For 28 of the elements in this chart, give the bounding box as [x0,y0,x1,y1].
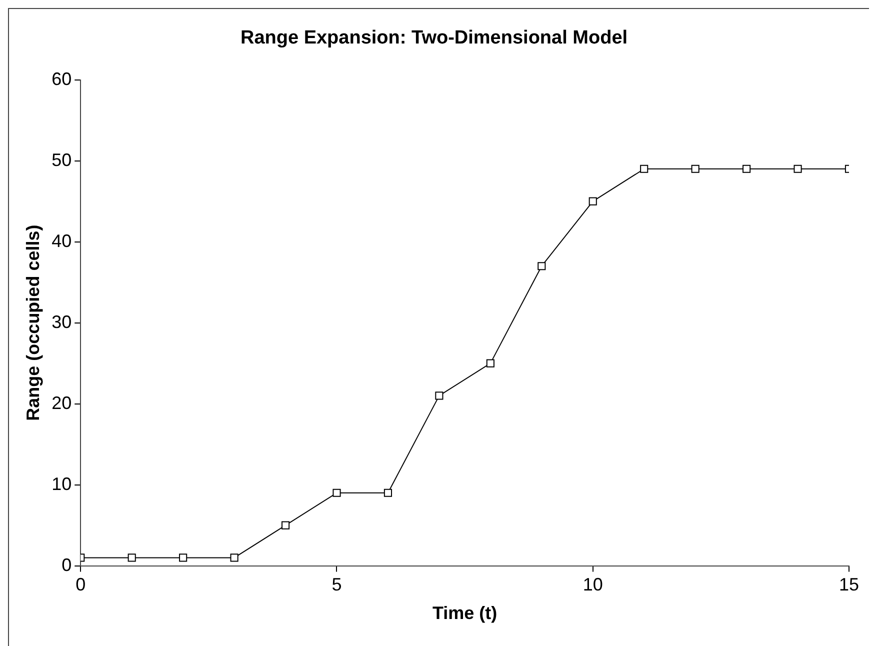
y-tick-label: 20 [52,392,72,413]
point [691,164,700,173]
y-axis-title: Range (occupied cells) [22,224,43,421]
point [384,488,392,497]
point [588,197,597,206]
point [332,488,341,497]
y-tick-label: 50 [52,150,72,170]
x-tick-label: 10 [582,574,603,595]
chart-title: Range Expansion: Two-Dimensional Model [240,28,628,49]
y-tick-label: 40 [52,230,72,251]
y-tick-label: 0 [62,554,72,575]
y-tick-label: 60 [52,68,72,89]
point [435,392,444,400]
point [640,164,648,173]
point [794,164,802,173]
point [230,554,238,562]
point [742,164,751,173]
point [281,521,290,530]
point [128,554,136,562]
x-tick-label: 5 [332,574,342,595]
point [538,262,546,270]
x-tick-label: 15 [838,574,860,595]
y-tick-label: 30 [52,312,72,332]
y-tick-label: 10 [52,474,72,494]
point [179,554,188,562]
x-axis-title: Time (t) [432,603,498,624]
point [486,359,494,368]
x-tick-label: 0 [76,574,86,595]
